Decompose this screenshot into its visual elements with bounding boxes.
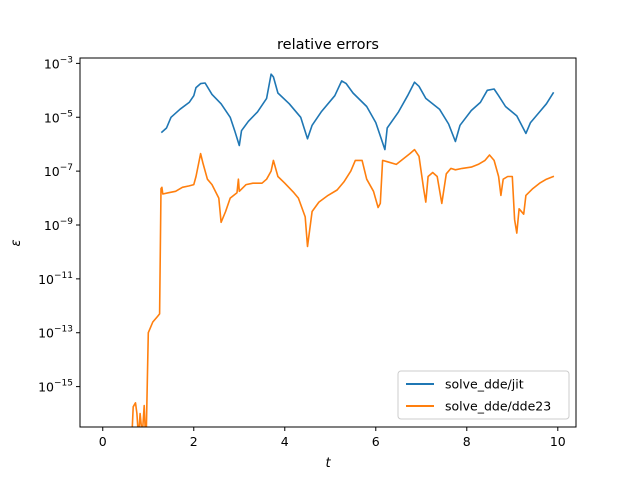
- y-tick-label: 10−15: [38, 379, 73, 395]
- series-layer: [131, 73, 555, 427]
- y-axis-label: ε: [9, 239, 24, 246]
- x-axis: 0 2 4 6 8 10: [99, 427, 566, 449]
- y-axis: 10−15 10−13 10−11 10−9 10−7 10−5 10−3: [38, 55, 80, 395]
- x-tick-label: 10: [550, 434, 566, 449]
- chart-title: relative errors: [277, 37, 379, 53]
- x-tick-label: 6: [372, 434, 380, 449]
- x-tick-label: 8: [463, 434, 471, 449]
- y-tick-label: 10−7: [44, 163, 73, 179]
- x-tick-label: 0: [99, 434, 107, 449]
- y-tick-label: 10−5: [44, 109, 73, 125]
- x-tick-label: 2: [190, 434, 198, 449]
- axes-frame: [79, 57, 577, 428]
- series-line-solve-dde-jit: [160, 73, 555, 151]
- legend: solve_dde/jit solve_dde/dde23: [397, 370, 570, 420]
- y-tick-label: 10−11: [38, 271, 73, 287]
- legend-box: [397, 370, 570, 420]
- y-tick-label: 10−9: [44, 217, 73, 233]
- legend-label-solve-dde-jit: solve_dde/jit: [445, 377, 524, 392]
- x-tick-label: 4: [281, 434, 289, 449]
- legend-label-solve-dde-dde23: solve_dde/dde23: [445, 399, 551, 414]
- y-tick-label: 10−13: [38, 325, 73, 341]
- x-axis-label: t: [325, 456, 331, 471]
- series-line-solve-dde-dde23: [131, 148, 555, 427]
- y-tick-label: 10−3: [44, 55, 73, 71]
